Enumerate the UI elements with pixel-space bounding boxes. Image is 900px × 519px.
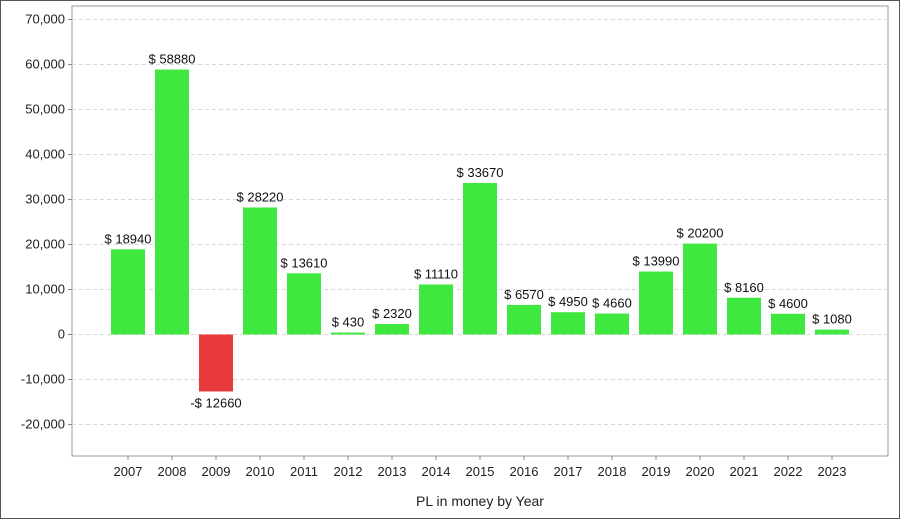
y-tick-label: 40,000: [25, 147, 65, 162]
bar-2007: [111, 249, 145, 335]
x-tick-label: 2018: [598, 464, 627, 479]
bars: [111, 69, 849, 392]
x-tick-label: 2014: [422, 464, 451, 479]
bar-2017: [551, 312, 585, 335]
data-label-2015: $ 33670: [457, 165, 504, 180]
data-label-2017: $ 4950: [548, 294, 588, 309]
bar-2022: [771, 313, 805, 335]
x-tick-label: 2016: [510, 464, 539, 479]
bar-2019: [639, 271, 673, 335]
data-label-2013: $ 2320: [372, 306, 412, 321]
bar-2010: [243, 207, 277, 335]
bar-2015: [463, 182, 497, 335]
x-axis-title: PL in money by Year: [416, 493, 544, 509]
bar-2021: [727, 297, 761, 335]
bar-2011: [287, 273, 321, 335]
bar-2008: [155, 69, 189, 335]
x-tick-label: 2017: [554, 464, 583, 479]
y-tick-label: 0: [58, 327, 65, 342]
y-axis: -20,000 -10,000 0 10,000 20,000 30,000 40,000 5…: [21, 12, 72, 432]
y-tick-label: 30,000: [25, 192, 65, 207]
x-tick-label: 2010: [246, 464, 275, 479]
data-label-2010: $ 28220: [237, 190, 284, 205]
y-tick-label: -10,000: [21, 372, 65, 387]
data-label-2008: $ 58880: [149, 52, 196, 67]
data-label-2014: $ 11110: [414, 267, 458, 282]
x-tick-label: 2011: [290, 464, 318, 479]
x-tick-label: 2020: [686, 464, 715, 479]
data-label-2020: $ 20200: [677, 226, 724, 241]
bar-2023: [815, 329, 849, 335]
data-label-2016: $ 6570: [504, 287, 544, 302]
bar-2013: [375, 324, 409, 335]
data-label-2022: $ 4600: [768, 296, 808, 311]
y-tick-label: -20,000: [21, 417, 65, 432]
data-label-2018: $ 4660: [592, 296, 632, 311]
bar-2016: [507, 304, 541, 335]
x-tick-label: 2013: [378, 464, 407, 479]
y-tick-label: 50,000: [25, 102, 65, 117]
data-label-2011: $ 13610: [281, 255, 328, 270]
bar-2012: [331, 332, 365, 335]
y-tick-label: 10,000: [25, 282, 65, 297]
data-label-2009: -$ 12660: [190, 395, 241, 410]
data-label-2012: $ 430: [332, 315, 365, 330]
x-tick-label: 2015: [466, 464, 495, 479]
data-label-2021: $ 8160: [724, 280, 764, 295]
x-tick-label: 2007: [114, 464, 143, 479]
y-tick-label: 20,000: [25, 237, 65, 252]
x-axis: 2007 2008 2009 2010 2011 2012 2013 2014 2015 2016…: [114, 456, 847, 479]
x-tick-label: 2012: [334, 464, 363, 479]
y-tick-label: 60,000: [25, 57, 65, 72]
data-label-2007: $ 18940: [105, 231, 152, 246]
x-tick-label: 2023: [818, 464, 847, 479]
bar-2020: [683, 243, 717, 335]
x-tick-label: 2022: [774, 464, 803, 479]
data-label-2023: $ 1080: [812, 312, 852, 327]
bar-2009: [199, 334, 233, 392]
x-tick-label: 2009: [202, 464, 231, 479]
data-labels: $ 18940 $ 58880 -$ 12660 $ 28220 $ 13610 $ 43…: [105, 52, 852, 411]
y-tick-label: 70,000: [25, 12, 65, 27]
bar-2018: [595, 313, 629, 335]
bar-2014: [419, 284, 453, 335]
data-label-2019: $ 13990: [633, 254, 680, 269]
x-tick-label: 2008: [158, 464, 187, 479]
x-tick-label: 2019: [642, 464, 671, 479]
x-tick-label: 2021: [730, 464, 759, 479]
